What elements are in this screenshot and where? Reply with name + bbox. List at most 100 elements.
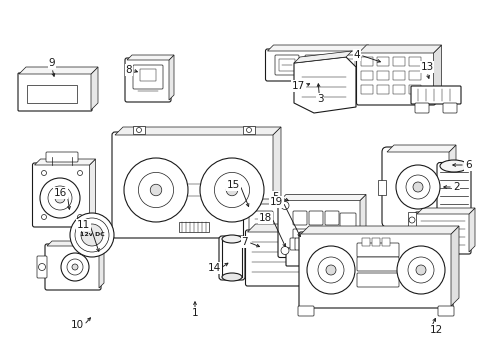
Bar — [378, 180, 386, 194]
Bar — [361, 85, 372, 94]
FancyBboxPatch shape — [298, 306, 314, 316]
Text: 3: 3 — [317, 94, 323, 104]
FancyBboxPatch shape — [357, 257, 399, 271]
Text: 11: 11 — [77, 220, 90, 230]
Text: 1: 1 — [192, 308, 198, 318]
Bar — [27, 85, 77, 103]
Text: 13: 13 — [420, 62, 434, 72]
Circle shape — [413, 182, 423, 192]
FancyBboxPatch shape — [300, 238, 306, 250]
Polygon shape — [247, 224, 311, 232]
FancyBboxPatch shape — [415, 212, 471, 254]
Circle shape — [67, 259, 83, 275]
Polygon shape — [449, 145, 456, 222]
Bar — [362, 238, 370, 246]
Bar — [309, 59, 325, 71]
Polygon shape — [127, 55, 174, 60]
Circle shape — [138, 172, 173, 208]
Circle shape — [124, 158, 188, 222]
Polygon shape — [280, 199, 285, 236]
Circle shape — [137, 127, 142, 132]
Bar — [376, 57, 389, 66]
FancyBboxPatch shape — [309, 229, 323, 243]
Bar — [372, 238, 380, 246]
FancyBboxPatch shape — [411, 86, 461, 104]
Bar — [445, 210, 450, 222]
Polygon shape — [360, 194, 366, 256]
Polygon shape — [451, 226, 459, 306]
FancyBboxPatch shape — [415, 103, 429, 113]
FancyBboxPatch shape — [32, 163, 92, 227]
Polygon shape — [19, 67, 98, 74]
Circle shape — [406, 175, 430, 199]
Text: 7: 7 — [242, 237, 248, 247]
Bar — [184, 184, 204, 196]
Circle shape — [72, 264, 78, 270]
Polygon shape — [469, 208, 475, 252]
Text: 12v DC: 12v DC — [80, 233, 104, 238]
Bar — [133, 126, 145, 134]
Circle shape — [397, 246, 445, 294]
Bar — [361, 71, 372, 80]
FancyBboxPatch shape — [325, 229, 339, 243]
FancyBboxPatch shape — [219, 236, 245, 280]
FancyBboxPatch shape — [249, 211, 273, 233]
Circle shape — [318, 257, 344, 283]
Circle shape — [408, 257, 434, 283]
Bar — [376, 85, 389, 94]
Circle shape — [281, 202, 289, 210]
Polygon shape — [91, 67, 98, 110]
Circle shape — [70, 213, 114, 257]
Text: 12: 12 — [430, 325, 443, 335]
FancyBboxPatch shape — [275, 55, 299, 75]
Circle shape — [396, 165, 440, 209]
FancyBboxPatch shape — [286, 248, 310, 266]
FancyBboxPatch shape — [133, 65, 163, 89]
Polygon shape — [273, 127, 281, 235]
FancyBboxPatch shape — [357, 243, 399, 257]
Circle shape — [42, 215, 47, 220]
Polygon shape — [99, 241, 104, 288]
FancyBboxPatch shape — [305, 55, 329, 75]
FancyBboxPatch shape — [37, 256, 47, 278]
Bar — [279, 59, 295, 71]
FancyBboxPatch shape — [46, 152, 78, 162]
FancyBboxPatch shape — [293, 229, 307, 243]
Circle shape — [55, 193, 65, 203]
Bar — [179, 222, 209, 232]
Polygon shape — [363, 45, 368, 79]
FancyBboxPatch shape — [357, 273, 399, 287]
Circle shape — [40, 178, 80, 218]
Text: 9: 9 — [49, 58, 55, 68]
Circle shape — [48, 186, 72, 210]
Circle shape — [409, 217, 415, 223]
FancyBboxPatch shape — [382, 147, 454, 227]
Polygon shape — [417, 208, 475, 214]
Circle shape — [307, 246, 355, 294]
Ellipse shape — [222, 235, 242, 243]
Polygon shape — [294, 51, 352, 63]
Text: 5: 5 — [272, 192, 279, 202]
Text: 19: 19 — [270, 197, 283, 207]
Bar — [382, 238, 390, 246]
Polygon shape — [434, 45, 441, 103]
FancyBboxPatch shape — [295, 238, 301, 250]
Polygon shape — [246, 199, 285, 204]
Bar — [339, 59, 355, 71]
Text: 17: 17 — [292, 81, 305, 91]
Circle shape — [326, 265, 336, 275]
Bar — [392, 71, 405, 80]
Polygon shape — [90, 159, 96, 225]
Polygon shape — [302, 224, 311, 284]
FancyBboxPatch shape — [299, 232, 453, 308]
Text: 16: 16 — [54, 188, 67, 198]
Polygon shape — [169, 55, 174, 100]
Polygon shape — [280, 194, 366, 201]
FancyBboxPatch shape — [365, 233, 375, 247]
Bar — [392, 85, 405, 94]
Bar — [243, 126, 255, 134]
Text: 8: 8 — [125, 65, 132, 75]
Bar — [376, 71, 389, 80]
Ellipse shape — [222, 273, 242, 281]
Text: 2: 2 — [453, 182, 460, 192]
